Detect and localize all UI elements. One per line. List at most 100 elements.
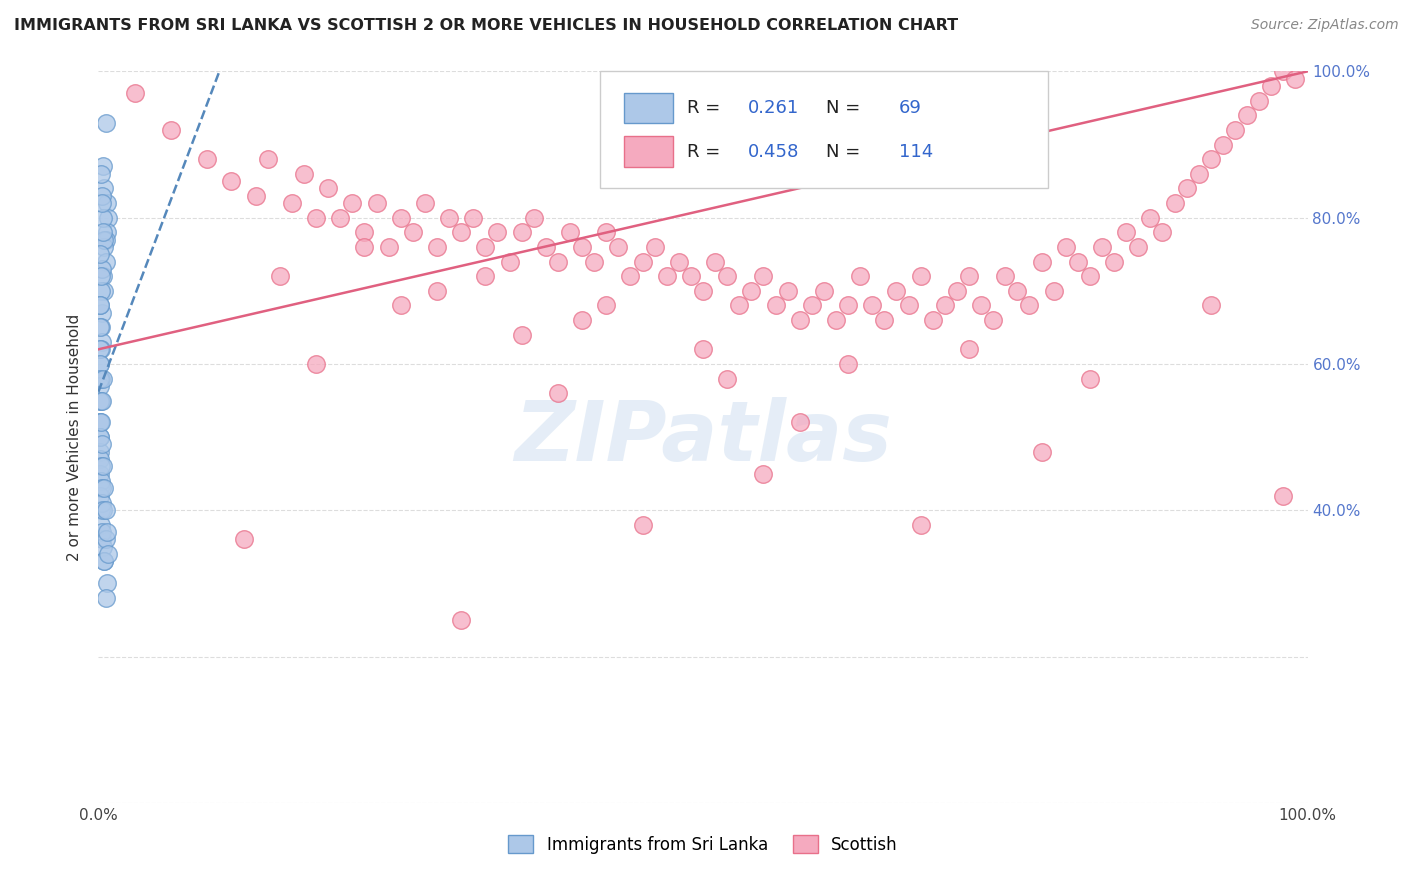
Point — [474, 240, 496, 254]
Point — [94, 115, 117, 129]
Point — [316, 181, 339, 195]
Point — [704, 254, 727, 268]
Point — [93, 240, 115, 254]
Point — [1212, 137, 1234, 152]
Point — [221, 174, 243, 188]
Text: N =: N = — [827, 143, 866, 161]
Point — [93, 181, 115, 195]
Point — [91, 269, 114, 284]
Point — [450, 613, 472, 627]
Point — [402, 225, 425, 239]
Point — [91, 525, 114, 540]
Point — [353, 240, 375, 254]
Point — [292, 167, 315, 181]
Point — [96, 576, 118, 591]
Point — [366, 196, 388, 211]
Point — [96, 196, 118, 211]
Point — [89, 393, 111, 408]
Point — [91, 371, 114, 385]
Point — [305, 357, 328, 371]
Point — [89, 320, 111, 334]
Point — [89, 357, 111, 371]
Text: 0.261: 0.261 — [748, 99, 799, 117]
Point — [789, 313, 811, 327]
Point — [752, 269, 775, 284]
Point — [91, 533, 114, 547]
Point — [547, 386, 569, 401]
Point — [94, 591, 117, 605]
Legend: Immigrants from Sri Lanka, Scottish: Immigrants from Sri Lanka, Scottish — [502, 829, 904, 860]
Point — [281, 196, 304, 211]
Point — [463, 211, 485, 225]
Point — [558, 225, 581, 239]
Point — [498, 254, 520, 268]
Point — [91, 188, 114, 202]
Point — [91, 334, 114, 349]
Point — [1018, 298, 1040, 312]
Point — [655, 269, 678, 284]
Point — [886, 284, 908, 298]
Point — [800, 298, 823, 312]
Point — [93, 284, 115, 298]
Point — [91, 459, 114, 474]
Point — [946, 284, 969, 298]
Point — [825, 313, 848, 327]
Point — [90, 343, 112, 357]
Text: N =: N = — [827, 99, 866, 117]
Point — [1260, 78, 1282, 93]
Point — [837, 357, 859, 371]
Point — [776, 284, 799, 298]
Text: ZIPatlas: ZIPatlas — [515, 397, 891, 477]
Point — [981, 313, 1004, 327]
Point — [534, 240, 557, 254]
Point — [934, 298, 956, 312]
Point — [426, 284, 449, 298]
Point — [89, 467, 111, 481]
Point — [353, 225, 375, 239]
Point — [644, 240, 666, 254]
Text: IMMIGRANTS FROM SRI LANKA VS SCOTTISH 2 OR MORE VEHICLES IN HOUSEHOLD CORRELATIO: IMMIGRANTS FROM SRI LANKA VS SCOTTISH 2 … — [14, 18, 957, 33]
Point — [994, 269, 1017, 284]
Point — [668, 254, 690, 268]
Point — [89, 416, 111, 430]
Text: 0.458: 0.458 — [748, 143, 799, 161]
Point — [89, 452, 111, 467]
Point — [124, 87, 146, 101]
Point — [91, 503, 114, 517]
Point — [90, 416, 112, 430]
Point — [813, 284, 835, 298]
Point — [329, 211, 352, 225]
Point — [90, 459, 112, 474]
Point — [970, 298, 993, 312]
Point — [94, 503, 117, 517]
Point — [90, 517, 112, 532]
Point — [789, 416, 811, 430]
Point — [1067, 254, 1090, 268]
Point — [89, 298, 111, 312]
Point — [547, 254, 569, 268]
Point — [1163, 196, 1185, 211]
Point — [94, 233, 117, 247]
Point — [692, 284, 714, 298]
Text: 69: 69 — [898, 99, 922, 117]
Point — [91, 393, 114, 408]
Point — [91, 160, 114, 174]
Point — [89, 379, 111, 393]
Point — [910, 269, 932, 284]
Point — [89, 430, 111, 444]
Point — [1249, 94, 1271, 108]
Point — [89, 489, 111, 503]
Point — [232, 533, 254, 547]
Point — [389, 211, 412, 225]
Point — [510, 327, 533, 342]
Point — [89, 343, 111, 357]
FancyBboxPatch shape — [624, 136, 672, 167]
Point — [89, 430, 111, 444]
Point — [740, 284, 762, 298]
Point — [91, 196, 114, 211]
Point — [89, 298, 111, 312]
Point — [1272, 64, 1295, 78]
Point — [1054, 240, 1077, 254]
Point — [474, 269, 496, 284]
Point — [910, 517, 932, 532]
